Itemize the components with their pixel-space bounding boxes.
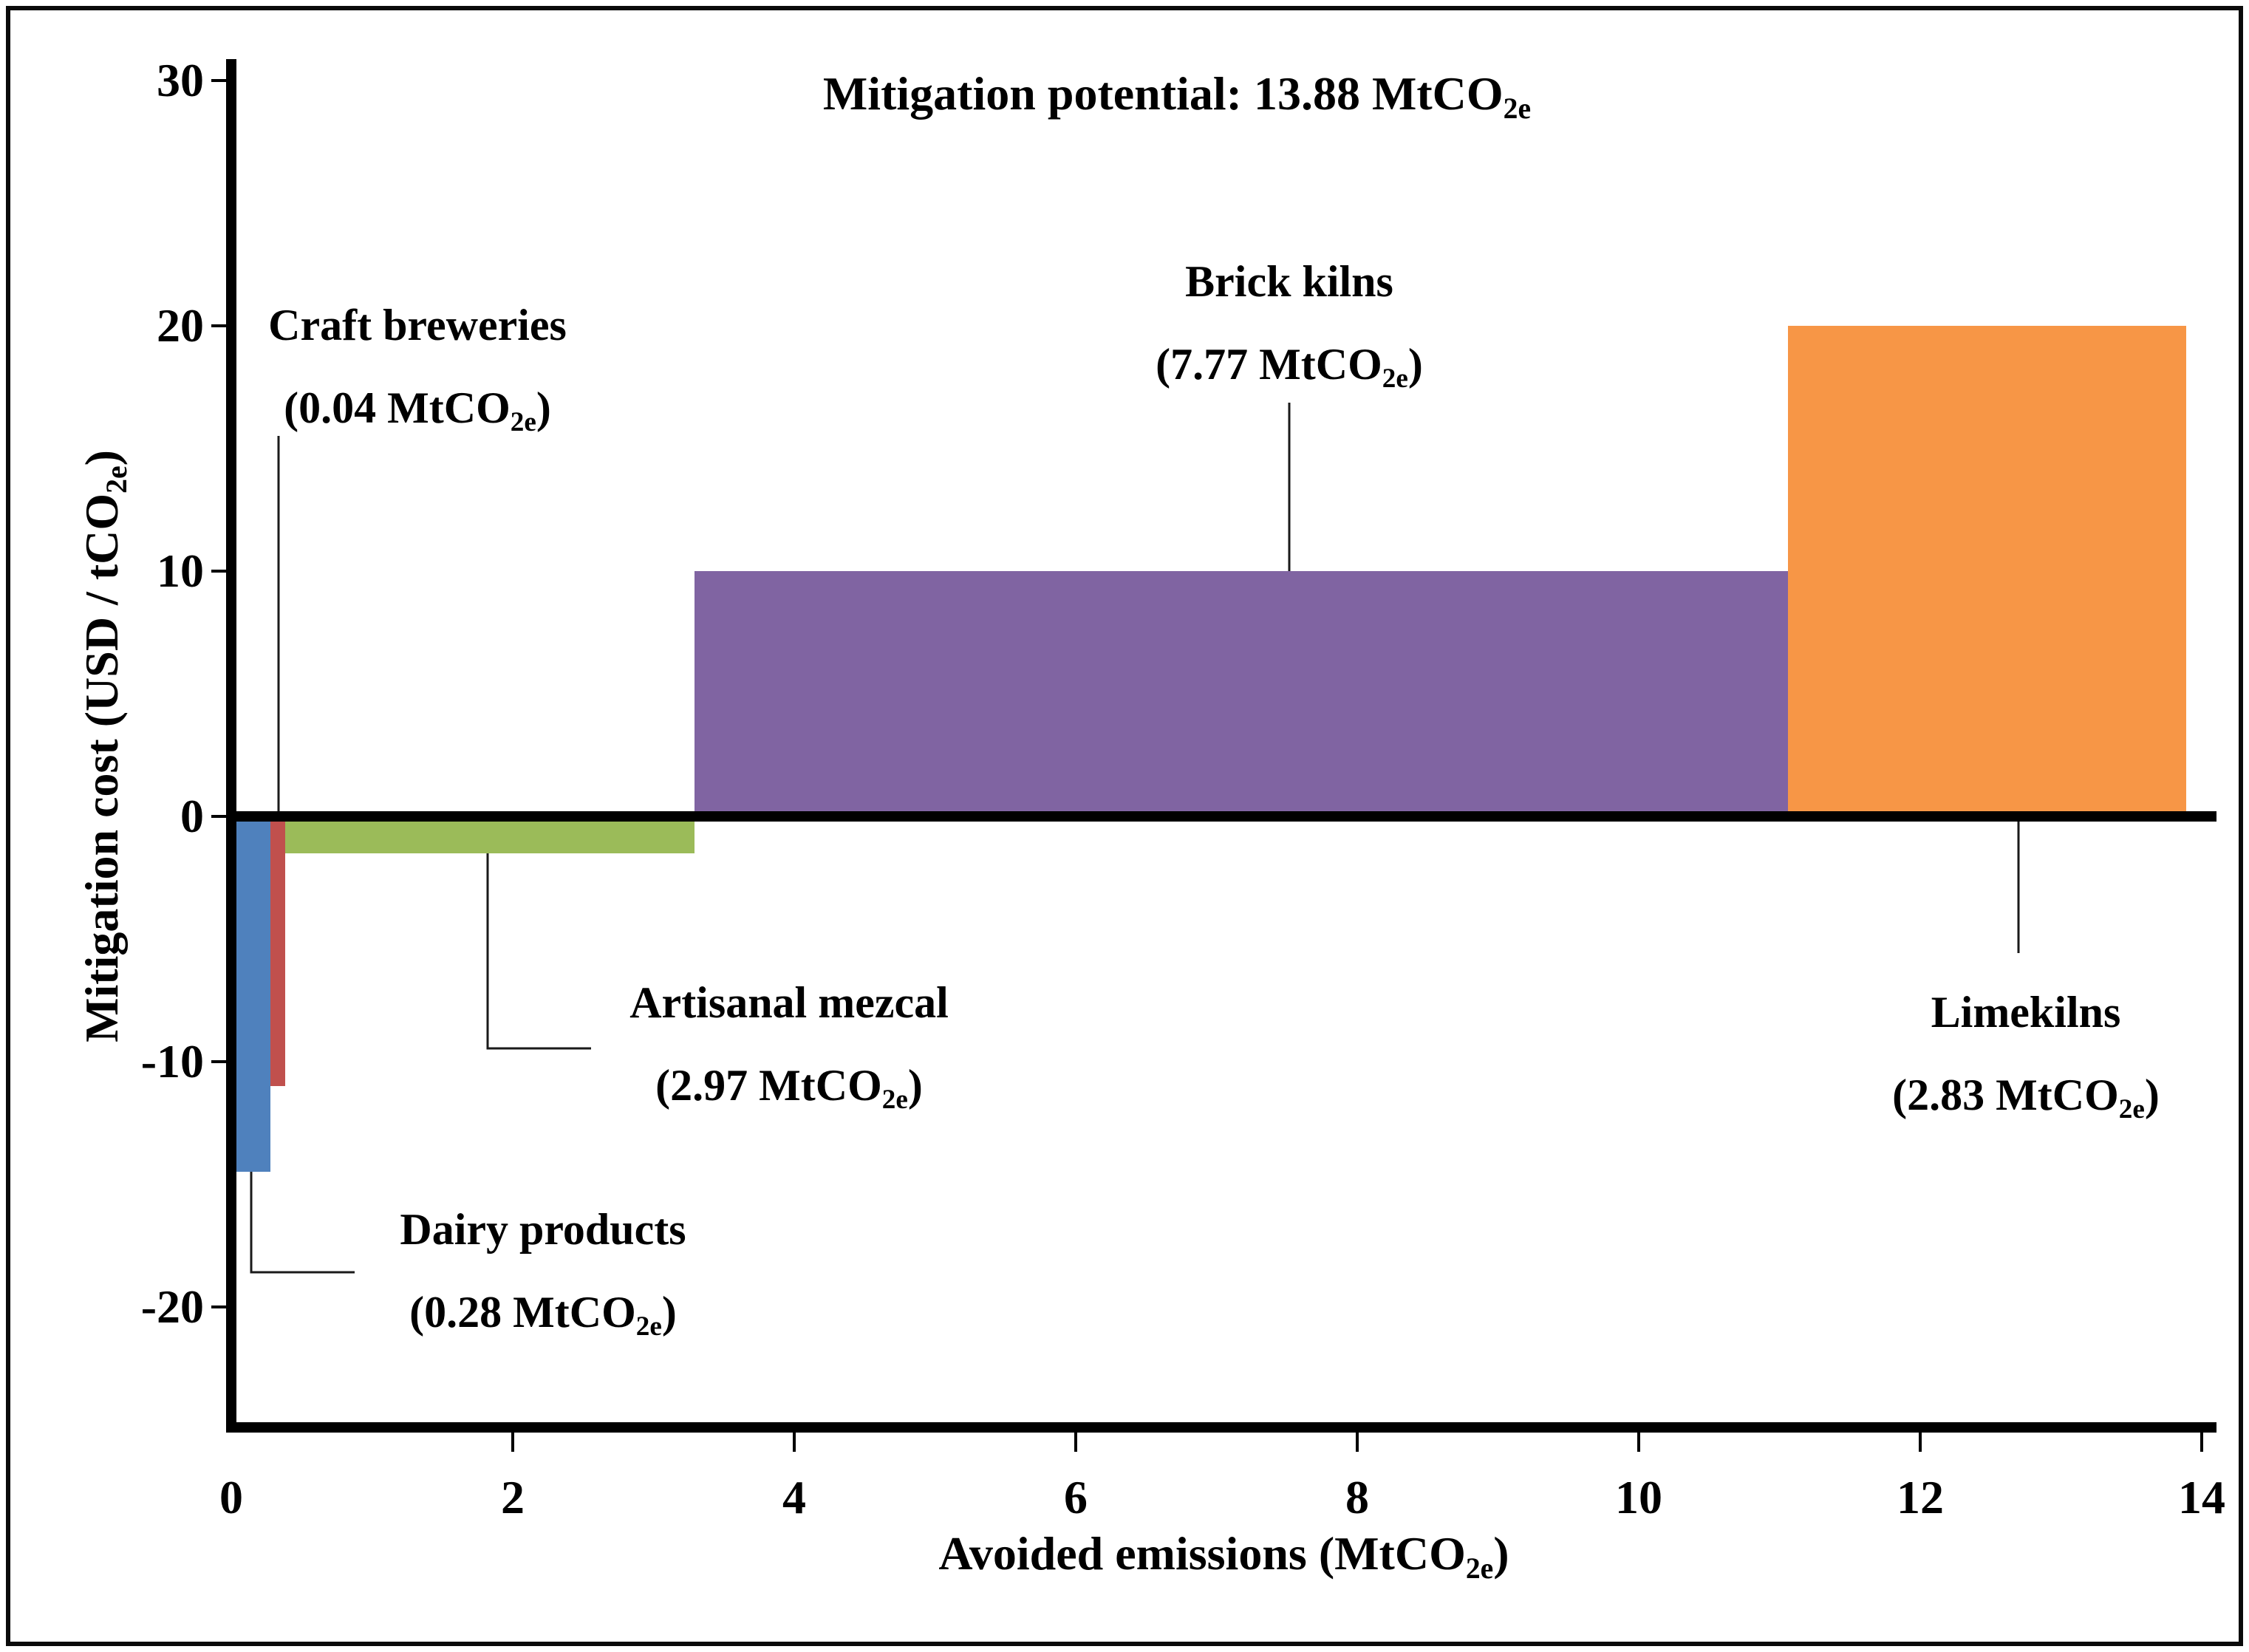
bar-dairy-products	[231, 816, 271, 1173]
chart-title-value: 13.88	[1253, 67, 1360, 120]
sector-amount-sub: 2e	[635, 1311, 662, 1342]
y-tick-label: 10	[157, 545, 204, 597]
chart-title: Mitigation potential: 13.88 MtCO2e	[231, 66, 2123, 125]
sector-label-limekilns: Limekilns (2.83 MtCO2e)	[1892, 971, 2160, 1143]
sector-name: Artisanal mezcal	[629, 978, 949, 1027]
bar-artisanal-mezcal	[285, 816, 695, 853]
chart-title-label: Mitigation potential:	[822, 67, 1242, 120]
x-axis-line	[226, 1422, 2216, 1433]
x-tick-label: 14	[2178, 1471, 2225, 1523]
sector-label-craft-breweries: Craft breweries (0.04 MtCO2e)	[268, 284, 567, 456]
y-tick-mark	[211, 815, 226, 818]
y-tick-mark	[211, 324, 226, 327]
sector-amount-sub: 2e	[2118, 1094, 2145, 1125]
y-tick-label: 30	[157, 54, 204, 106]
sector-name: Limekilns	[1931, 988, 2121, 1037]
sector-amount: (2.97 MtCO2e)	[655, 1061, 923, 1116]
x-tick-mark	[2200, 1433, 2203, 1452]
y-tick-mark	[211, 79, 226, 82]
y-tick-label: 20	[157, 299, 204, 352]
sector-amount-sub: 2e	[510, 407, 536, 438]
sector-name: Craft breweries	[268, 301, 567, 349]
x-tick-label: 2	[501, 1471, 525, 1523]
bar-craft-breweries	[270, 816, 286, 1087]
sector-amount: (0.28 MtCO2e)	[409, 1288, 677, 1342]
x-tick-label: 0	[219, 1471, 243, 1523]
x-tick-mark	[793, 1433, 796, 1452]
x-tick-label: 12	[1897, 1471, 1944, 1523]
sector-label-artisanal-mezcal: Artisanal mezcal (2.97 MtCO2e)	[629, 961, 949, 1133]
sector-name: Brick kilns	[1185, 257, 1393, 306]
y-tick-mark	[211, 1305, 226, 1308]
x-tick-label: 8	[1345, 1471, 1369, 1523]
y-axis-line	[226, 59, 236, 1433]
y-axis-title: Mitigation cost (USD / tCO2e)	[75, 450, 133, 1042]
x-tick-mark	[511, 1433, 514, 1452]
sector-amount-sub: 2e	[881, 1085, 908, 1116]
figure-border	[6, 6, 2243, 1646]
x-tick-label: 4	[782, 1471, 806, 1523]
bar-limekilns	[1787, 326, 2187, 816]
chart-title-unit-sub: 2e	[1503, 92, 1532, 125]
sector-name: Dairy products	[400, 1205, 686, 1254]
sector-amount: (2.83 MtCO2e)	[1892, 1071, 2160, 1125]
y-tick-mark	[211, 1060, 226, 1063]
y-tick-mark	[211, 570, 226, 573]
sector-amount: (7.77 MtCO2e)	[1156, 340, 1423, 395]
zero-axis-line	[226, 811, 2216, 822]
x-tick-mark	[1074, 1433, 1077, 1452]
x-axis-title: Avoided emissions (MtCO2e)	[938, 1527, 1509, 1585]
sector-label-brick-kilns: Brick kilns (7.77 MtCO2e)	[1156, 240, 1423, 412]
chart-title-unit: MtCO	[1371, 67, 1504, 120]
y-tick-label: -20	[140, 1280, 204, 1333]
x-tick-mark	[1637, 1433, 1640, 1452]
sector-label-dairy-products: Dairy products (0.28 MtCO2e)	[400, 1188, 686, 1360]
sector-amount: (0.04 MtCO2e)	[284, 383, 551, 438]
bar-brick-kilns	[694, 571, 1788, 816]
y-tick-label: 0	[180, 790, 204, 842]
x-tick-label: 10	[1615, 1471, 1662, 1523]
sector-amount-sub: 2e	[1382, 363, 1408, 395]
x-tick-label: 6	[1064, 1471, 1088, 1523]
x-tick-mark	[1919, 1433, 1922, 1452]
y-tick-label: -10	[140, 1035, 204, 1088]
x-tick-mark	[1356, 1433, 1359, 1452]
